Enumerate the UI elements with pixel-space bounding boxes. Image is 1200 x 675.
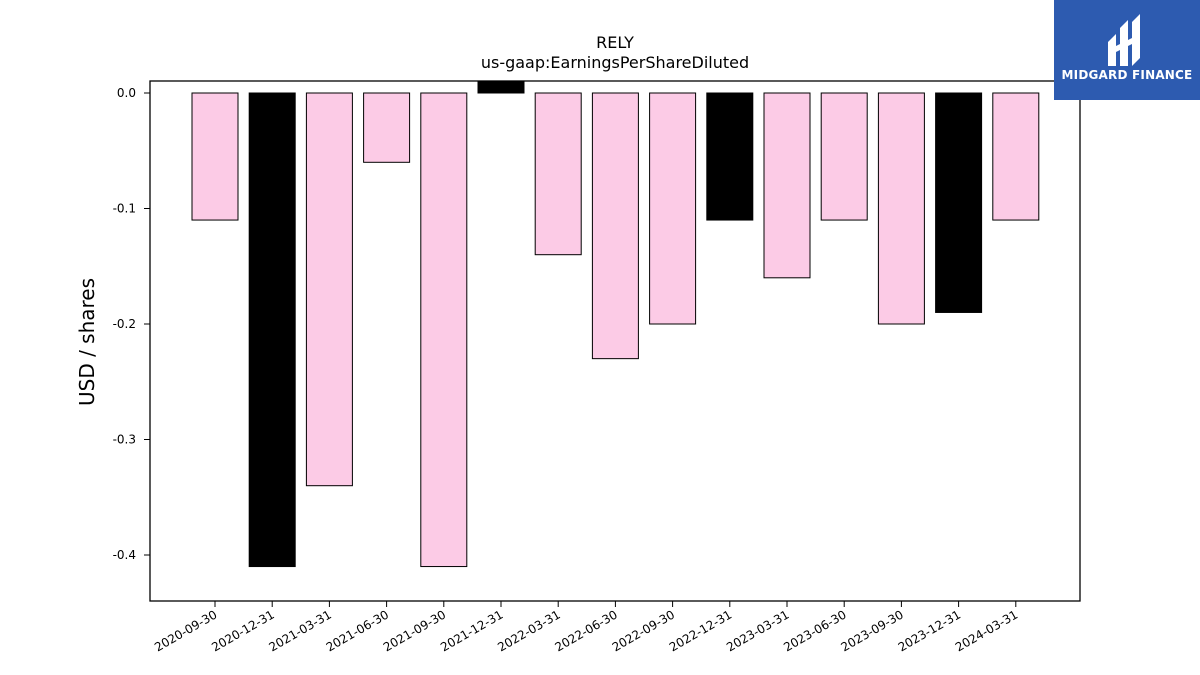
bar-2021-06-30 xyxy=(363,92,411,163)
bar-2020-12-31 xyxy=(248,92,296,568)
x-tick-label: 2023-06-30 xyxy=(781,607,848,654)
x-tick-label: 2020-12-31 xyxy=(209,607,276,654)
y-tick-label: -0.4 xyxy=(113,548,136,562)
logo-text: MIDGARD FINANCE xyxy=(1061,68,1193,82)
bar-2023-09-30 xyxy=(877,92,925,325)
x-tick-label: 2021-06-30 xyxy=(324,607,391,654)
bar-2023-03-31 xyxy=(763,92,811,279)
x-tick-label: 2020-09-30 xyxy=(152,607,219,654)
x-tick-label: 2022-12-31 xyxy=(667,607,734,654)
y-tick-label: -0.1 xyxy=(113,202,136,216)
chart-subtitle: us-gaap:EarningsPerShareDiluted xyxy=(481,53,749,72)
bars-group xyxy=(191,80,1040,568)
bar-2022-12-31 xyxy=(706,92,754,221)
x-tick-label: 2021-09-30 xyxy=(381,607,448,654)
logo-mark-icon xyxy=(1108,14,1140,66)
bar-2023-12-31 xyxy=(935,92,983,313)
bar-2024-03-31 xyxy=(992,92,1040,221)
bar-2023-06-30 xyxy=(820,92,868,221)
x-tick-label: 2023-03-31 xyxy=(724,607,791,654)
y-tick-label: -0.3 xyxy=(113,433,136,447)
x-axis-ticks: 2020-09-302020-12-312021-03-312021-06-30… xyxy=(152,601,1020,654)
x-tick-label: 2021-12-31 xyxy=(438,607,505,654)
brand-logo: MIDGARD FINANCE xyxy=(1054,0,1200,100)
x-tick-label: 2022-03-31 xyxy=(495,607,562,654)
bar-2021-09-30 xyxy=(420,92,468,568)
x-tick-label: 2024-03-31 xyxy=(953,607,1020,654)
y-axis-ticks: 0.0 -0.1 -0.2 -0.3 -0.4 xyxy=(113,86,150,562)
bar-2022-09-30 xyxy=(649,92,697,325)
bar-2020-09-30 xyxy=(191,92,239,221)
bar-2021-03-31 xyxy=(305,92,353,487)
x-tick-label: 2022-06-30 xyxy=(552,607,619,654)
bar-2022-03-31 xyxy=(534,92,582,256)
y-tick-label: -0.2 xyxy=(113,317,136,331)
chart-title: RELY xyxy=(596,33,634,52)
x-tick-label: 2023-12-31 xyxy=(896,607,963,654)
bar-2022-06-30 xyxy=(591,92,639,360)
y-tick-label: 0.0 xyxy=(117,86,136,100)
x-tick-label: 2021-03-31 xyxy=(266,607,333,654)
bar-2021-12-31 xyxy=(477,80,525,94)
y-axis-label: USD / shares xyxy=(75,278,99,406)
x-tick-label: 2023-09-30 xyxy=(838,607,905,654)
x-tick-label: 2022-09-30 xyxy=(610,607,677,654)
